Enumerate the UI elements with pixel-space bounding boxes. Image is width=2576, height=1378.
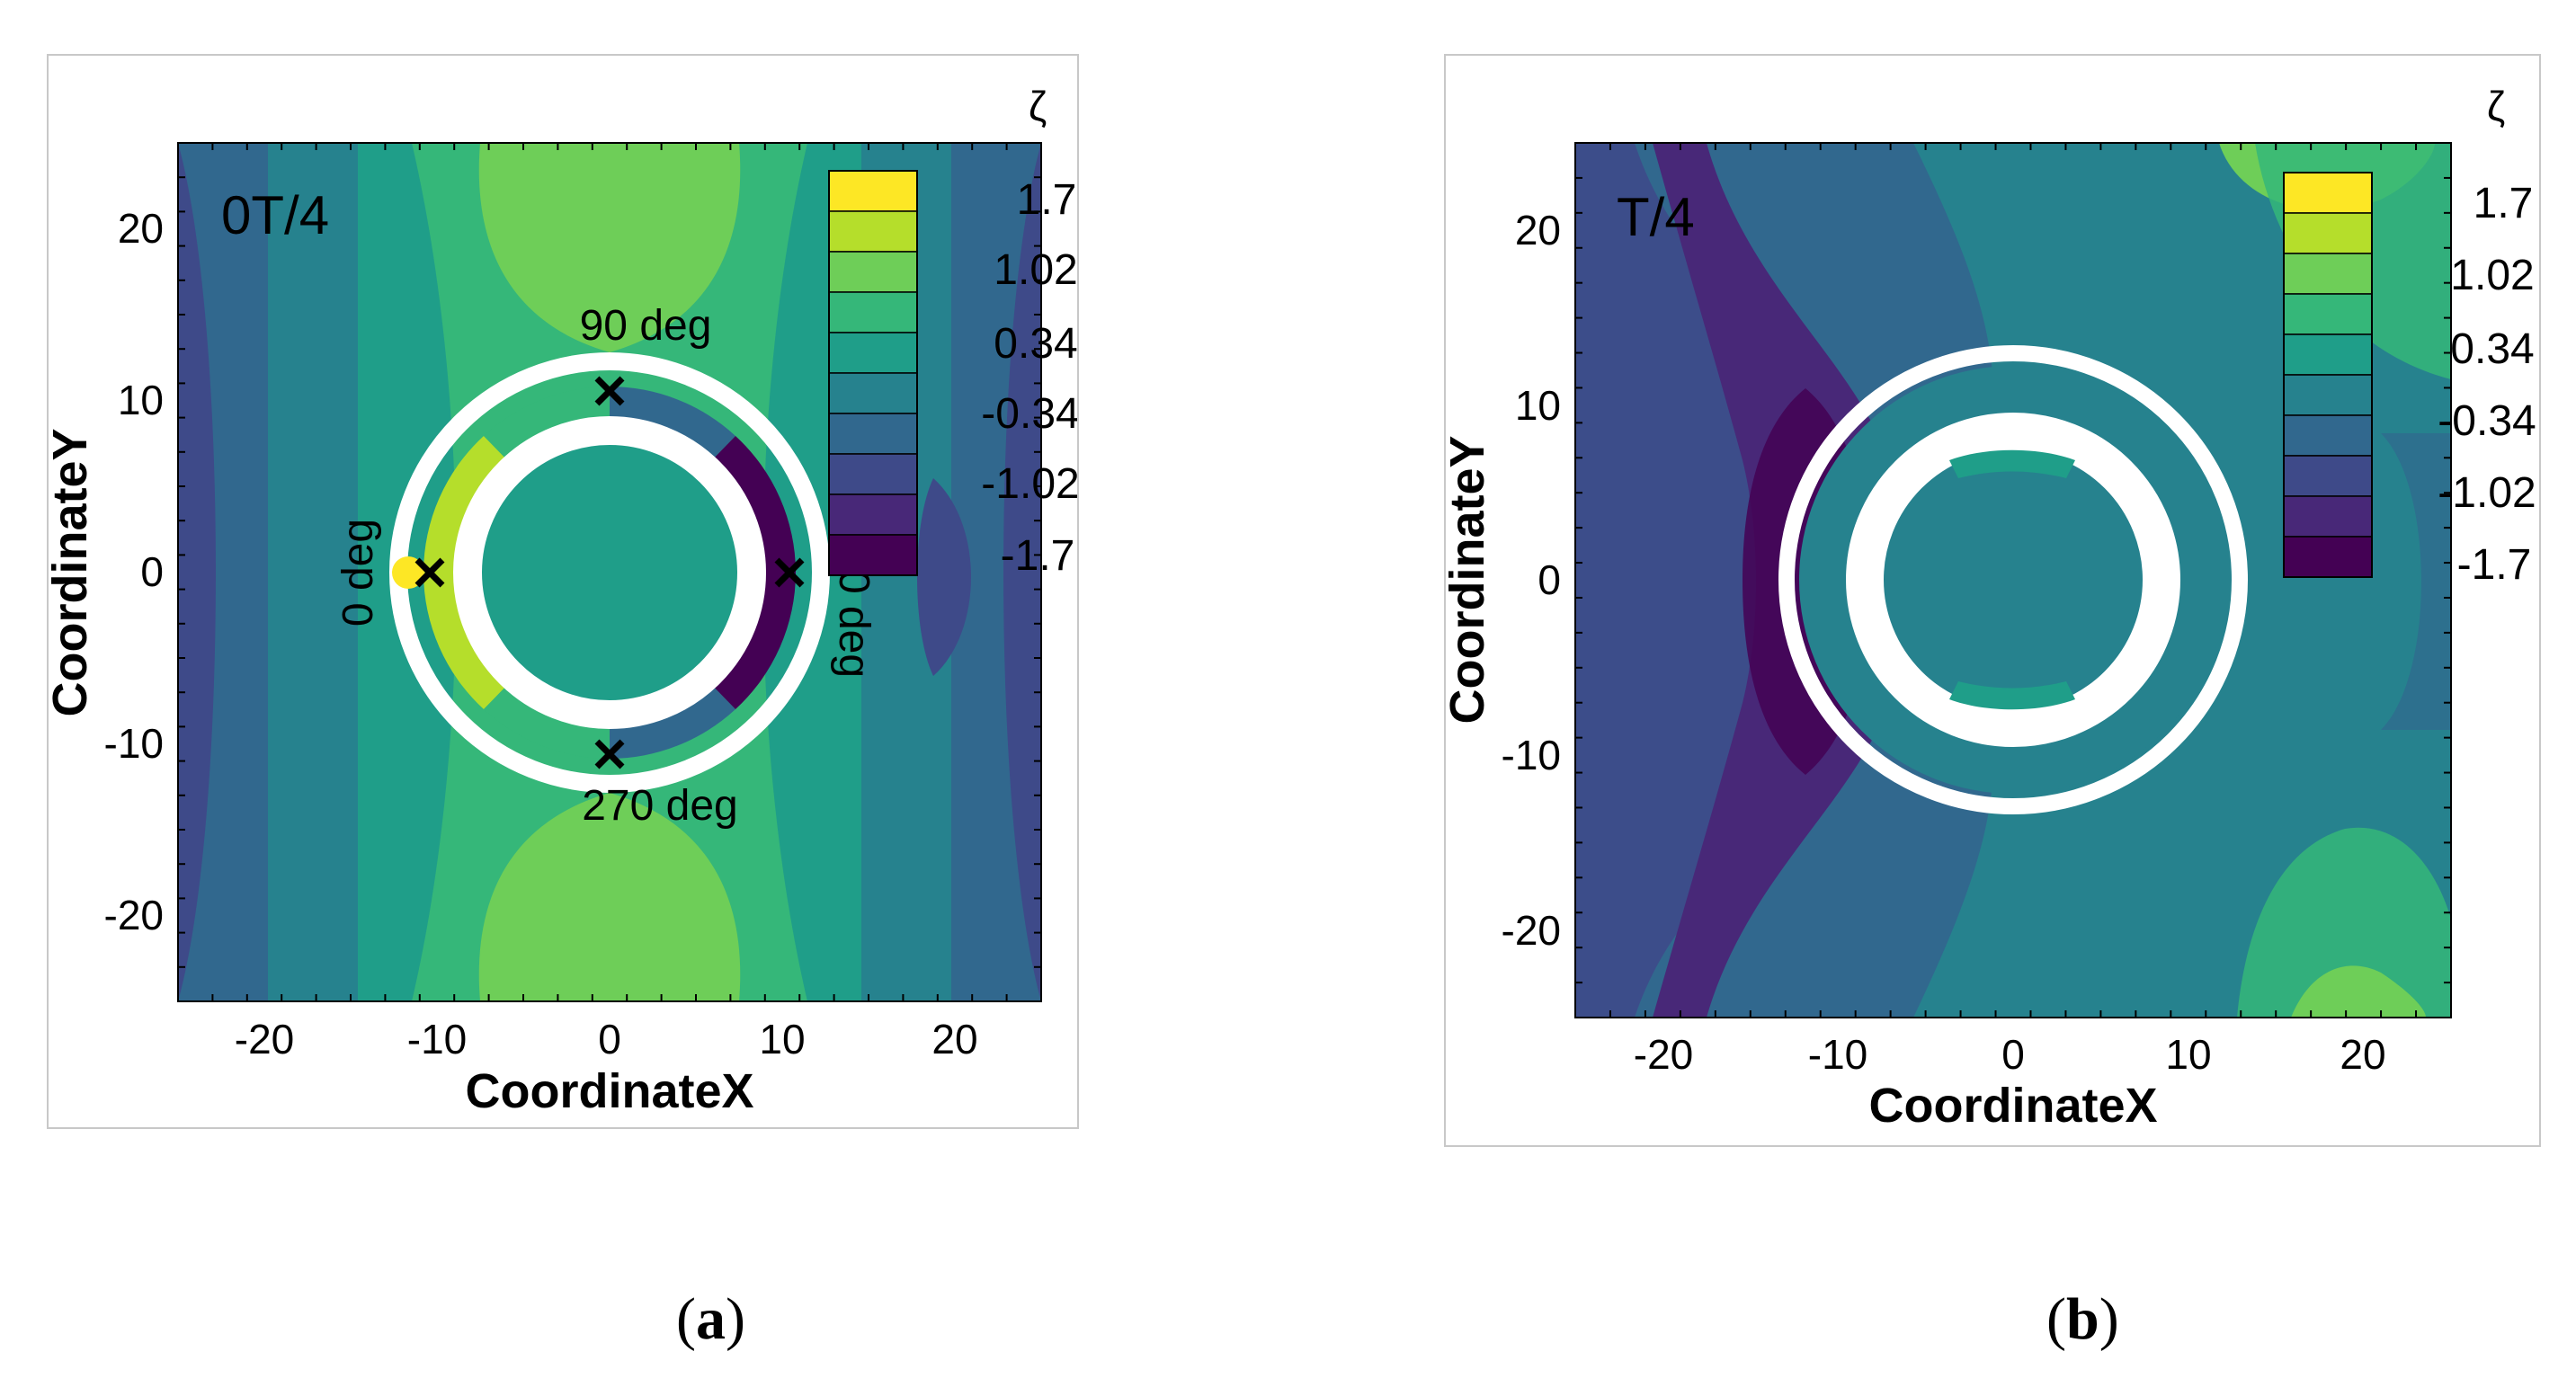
- colorbar-title: ζ: [1029, 83, 1047, 129]
- x-tick-label: 10: [759, 1016, 805, 1062]
- x-axis-label: CoordinateX: [1868, 1079, 2157, 1133]
- colorbar-swatch: [2283, 172, 2373, 214]
- contour-plot-b: -20 -10 0 10 20 20 10 0 -10 -20 Coordina…: [1440, 83, 2536, 1133]
- colorbar-swatch: [2283, 253, 2373, 295]
- y-axis-label: CoordinateY: [1446, 435, 1494, 724]
- colorbar-tick-label: -0.34: [981, 390, 1077, 438]
- caption-close-paren: ): [725, 1286, 745, 1352]
- annotation-0deg-right: 0 deg: [830, 570, 878, 678]
- time-label: 0T/4: [221, 185, 329, 245]
- axis-ticks-b: [1574, 142, 2452, 1018]
- caption-letter: a: [695, 1286, 726, 1352]
- y-tick-label: 10: [1515, 382, 1561, 429]
- annotation-90deg: 90 deg: [580, 302, 712, 350]
- colorbar-tick-label: -0.34: [2438, 397, 2536, 445]
- x-tick-label: -10: [1808, 1031, 1867, 1078]
- axis-ticks-a: [177, 142, 1042, 1002]
- y-tick-label: -20: [1502, 907, 1561, 954]
- colorbar-frame: [828, 170, 918, 576]
- caption-open-paren: (: [2046, 1286, 2066, 1352]
- colorbar-tick-label: -1.02: [981, 460, 1077, 508]
- marker-90deg: [594, 376, 625, 406]
- y-tick-label: 20: [118, 205, 164, 252]
- marker-270deg: [594, 739, 625, 769]
- y-tick-label: 0: [1538, 556, 1561, 603]
- colorbar-a: [828, 170, 918, 576]
- colorbar-title: ζ: [2487, 83, 2505, 129]
- colorbar-swatch: [828, 453, 918, 495]
- colorbar-swatch: [2283, 495, 2373, 538]
- colorbar-swatch: [828, 534, 918, 576]
- contour-field-b: [1575, 143, 2451, 1018]
- x-tick-label: 20: [931, 1016, 977, 1062]
- colorbar-tick-label: -1.02: [2438, 469, 2536, 517]
- colorbar-tick-label: -1.7: [2457, 541, 2532, 589]
- y-tick-label: -20: [104, 892, 164, 938]
- x-tick-label: -20: [1634, 1031, 1693, 1078]
- colorbar-swatch: [2283, 333, 2373, 376]
- x-tick-label: 20: [2340, 1031, 2385, 1078]
- x-tick-label: 0: [598, 1016, 621, 1062]
- y-tick-label: 10: [118, 377, 164, 423]
- colorbar-swatch: [828, 291, 918, 333]
- plot-frame-b: [1574, 142, 2452, 1018]
- x-axis-label: CoordinateX: [465, 1064, 753, 1118]
- colorbar-swatch: [2283, 293, 2373, 335]
- x-tick-label: -10: [407, 1016, 467, 1062]
- colorbar-tick-label: 1.7: [1017, 176, 1077, 224]
- colorbar-swatch: [2283, 414, 2373, 457]
- colorbar-swatch: [2283, 455, 2373, 497]
- y-axis-label: CoordinateY: [49, 428, 97, 716]
- colorbar-swatch: [2283, 212, 2373, 254]
- caption-letter: b: [2065, 1286, 2099, 1352]
- plot-frame-a: [177, 142, 1042, 1002]
- contour-plot-a: -20 -10 0 10 20 20 10 0 -10 -20 Coordina…: [43, 83, 1080, 1118]
- y-tick-label: 20: [1515, 207, 1561, 253]
- y-tick-label: -10: [1502, 732, 1561, 778]
- colorbar-swatch: [828, 210, 918, 253]
- marker-0deg: [414, 557, 445, 588]
- y-tick-label: -10: [104, 720, 164, 767]
- colorbar-tick-label: 0.34: [994, 320, 1077, 368]
- panel-b: -20 -10 0 10 20 20 10 0 -10 -20 Coordina…: [1440, 54, 2541, 1147]
- colorbar-swatch: [2283, 374, 2373, 416]
- colorbar-tick-label: 1.02: [2450, 252, 2534, 299]
- y-tick-label: 0: [140, 548, 164, 595]
- colorbar-swatch: [828, 332, 918, 374]
- time-label: T/4: [1617, 187, 1695, 247]
- x-tick-label: 10: [2165, 1031, 2211, 1078]
- colorbar-swatch: [828, 493, 918, 536]
- colorbar-tick-label: 1.7: [2473, 180, 2534, 227]
- annotation-270deg: 270 deg: [582, 782, 738, 830]
- colorbar-swatch: [828, 413, 918, 455]
- colorbar-tick-label: 1.02: [994, 246, 1077, 294]
- caption-b: (b): [2046, 1285, 2119, 1354]
- annotation-0deg-left: 0 deg: [334, 519, 382, 627]
- caption-a: (a): [676, 1285, 745, 1354]
- colorbar-swatch: [828, 372, 918, 414]
- caption-open-paren: (: [676, 1286, 696, 1352]
- panel-a: -20 -10 0 10 20 20 10 0 -10 -20 Coordina…: [43, 54, 1080, 1129]
- colorbar-tick-label: 0.34: [2450, 325, 2534, 373]
- x-tick-label: 0: [2001, 1031, 2025, 1078]
- colorbar-swatch: [828, 251, 918, 293]
- caption-close-paren: ): [2099, 1286, 2119, 1352]
- x-tick-label: -20: [235, 1016, 294, 1062]
- colorbar-b: [2283, 172, 2373, 578]
- colorbar-swatch: [828, 170, 918, 212]
- colorbar-swatch: [2283, 536, 2373, 578]
- marker-180deg: [774, 557, 805, 588]
- colorbar-tick-label: -1.7: [1001, 532, 1075, 580]
- colorbar-frame: [2283, 172, 2373, 578]
